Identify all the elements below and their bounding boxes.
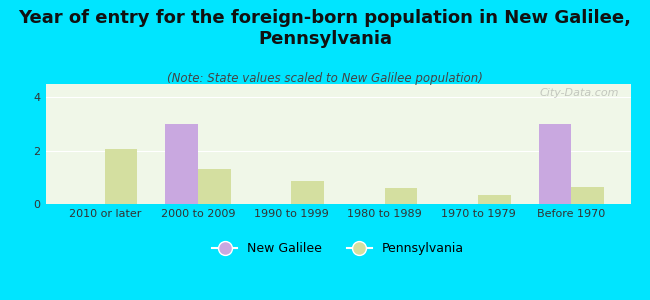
Text: City-Data.com: City-Data.com <box>540 88 619 98</box>
Bar <box>539 124 571 204</box>
Bar <box>385 188 417 204</box>
Bar <box>198 169 231 204</box>
Text: Year of entry for the foreign-born population in New Galilee,
Pennsylvania: Year of entry for the foreign-born popul… <box>18 9 632 48</box>
Bar <box>571 187 604 204</box>
Bar <box>105 149 137 204</box>
Text: (Note: State values scaled to New Galilee population): (Note: State values scaled to New Galile… <box>167 72 483 85</box>
Legend: New Galilee, Pennsylvania: New Galilee, Pennsylvania <box>207 237 469 260</box>
Bar <box>165 124 198 204</box>
Bar <box>291 181 324 204</box>
Bar <box>478 195 511 204</box>
